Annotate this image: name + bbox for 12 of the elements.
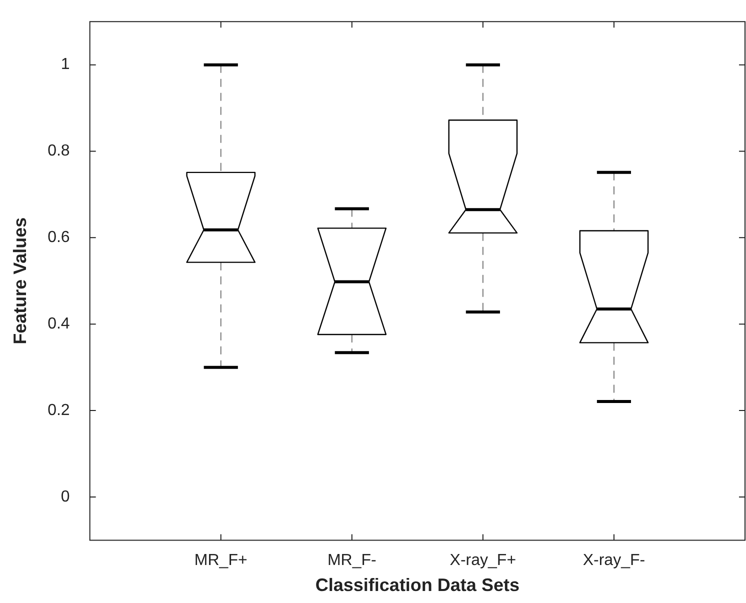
y-tick-label: 0.4 xyxy=(48,316,70,333)
x-tick-label: MR_F- xyxy=(327,552,376,570)
x-axis-title: Classification Data Sets xyxy=(315,575,520,596)
y-tick-label: 0 xyxy=(60,488,70,506)
y-tick-label: 1 xyxy=(60,56,70,74)
y-axis-title: Feature Values xyxy=(10,217,30,344)
y-tick-label: 0.6 xyxy=(48,229,70,246)
x-tick-label: MR_F+ xyxy=(194,552,248,570)
x-tick-label: X-ray_F+ xyxy=(450,552,516,570)
y-tick-label: 0.8 xyxy=(48,142,70,160)
x-tick-label: X-ray_F- xyxy=(582,552,646,570)
y-tick-label: 0.2 xyxy=(48,402,70,419)
